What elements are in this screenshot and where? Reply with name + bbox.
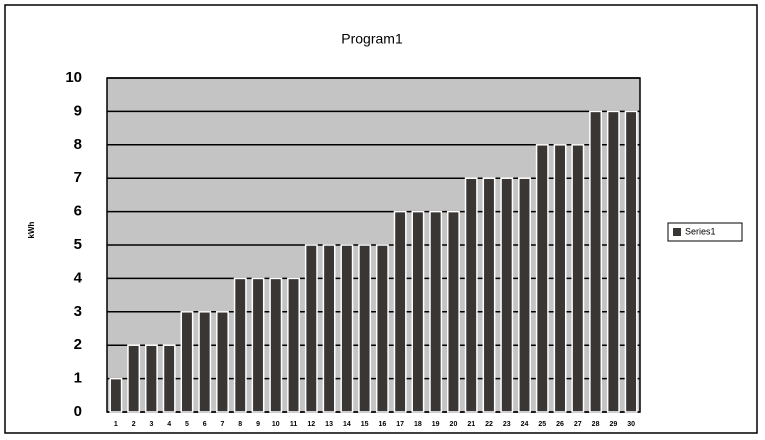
x-tick-label: 9: [256, 421, 260, 428]
x-tick-label: 20: [450, 421, 458, 428]
x-tick-label: 4: [167, 421, 171, 428]
bar: [589, 110, 603, 413]
bar: [287, 277, 300, 413]
x-tick-label: 1: [114, 421, 118, 428]
bar: [322, 244, 336, 413]
x-tick-label: 6: [203, 421, 207, 428]
x-tick-label: 11: [290, 421, 298, 428]
y-tick-label: 3: [74, 303, 82, 320]
x-tick-label: 5: [185, 421, 189, 428]
x-tick-label: 2: [132, 421, 136, 428]
bar: [535, 144, 549, 413]
bar: [429, 210, 443, 413]
bar: [518, 177, 531, 413]
x-tick-label: 28: [592, 421, 600, 428]
bar: [269, 277, 283, 413]
x-tick-label: 14: [343, 421, 351, 428]
bar: [251, 277, 265, 413]
bar: [233, 277, 247, 413]
x-tick-label: 30: [627, 421, 635, 428]
bar: [571, 144, 585, 413]
x-tick-label: 17: [396, 421, 404, 428]
x-tick-label: 16: [378, 421, 386, 428]
legend-swatch: [673, 228, 681, 236]
bar: [162, 344, 176, 413]
bar: [500, 177, 514, 413]
y-tick-label: 4: [74, 269, 83, 286]
x-tick-label: 24: [521, 421, 529, 428]
y-axis-label: kWh: [27, 221, 36, 238]
bar: [340, 244, 354, 413]
bar: [216, 311, 229, 413]
bar: [553, 144, 567, 413]
x-tick-label: 15: [361, 421, 369, 428]
x-tick-label: 18: [414, 421, 422, 428]
bar: [411, 210, 425, 413]
bar: [198, 311, 212, 413]
bar: [624, 110, 638, 413]
x-tick-label: 10: [272, 421, 280, 428]
x-tick-label: 13: [325, 421, 333, 428]
bar: [144, 344, 158, 413]
x-tick-label: 27: [574, 421, 582, 428]
y-tick-label: 5: [74, 236, 82, 253]
bar: [447, 210, 460, 413]
legend-label: Series1: [685, 226, 716, 236]
y-tick-label: 6: [74, 203, 82, 220]
x-tick-label: 25: [538, 421, 546, 428]
y-tick-label: 8: [74, 136, 82, 153]
chart-title: Program1: [341, 31, 403, 47]
x-tick-label: 8: [238, 421, 242, 428]
bar: [109, 377, 123, 413]
x-tick-label: 26: [556, 421, 564, 428]
x-tick-label: 29: [609, 421, 617, 428]
bar: [375, 244, 389, 413]
bar: [464, 177, 478, 413]
y-tick-label: 2: [74, 336, 82, 353]
y-tick-label: 0: [74, 403, 82, 420]
x-tick-label: 12: [307, 421, 315, 428]
legend-box: [667, 222, 743, 242]
x-tick-label: 3: [149, 421, 153, 428]
bar: [606, 110, 620, 413]
bar: [180, 311, 194, 413]
x-tick-label: 19: [432, 421, 440, 428]
bar: [482, 177, 496, 413]
x-tick-label: 23: [503, 421, 511, 428]
x-tick-label: 22: [485, 421, 493, 428]
y-tick-label: 10: [65, 69, 82, 86]
y-tick-label: 7: [74, 169, 82, 186]
bar: [358, 244, 372, 413]
bar: [127, 344, 141, 413]
y-tick-label: 1: [74, 370, 82, 387]
bar: [393, 210, 407, 413]
x-tick-label: 7: [221, 421, 225, 428]
bar: [304, 244, 318, 413]
x-tick-label: 21: [467, 421, 475, 428]
y-tick-label: 9: [74, 102, 82, 119]
